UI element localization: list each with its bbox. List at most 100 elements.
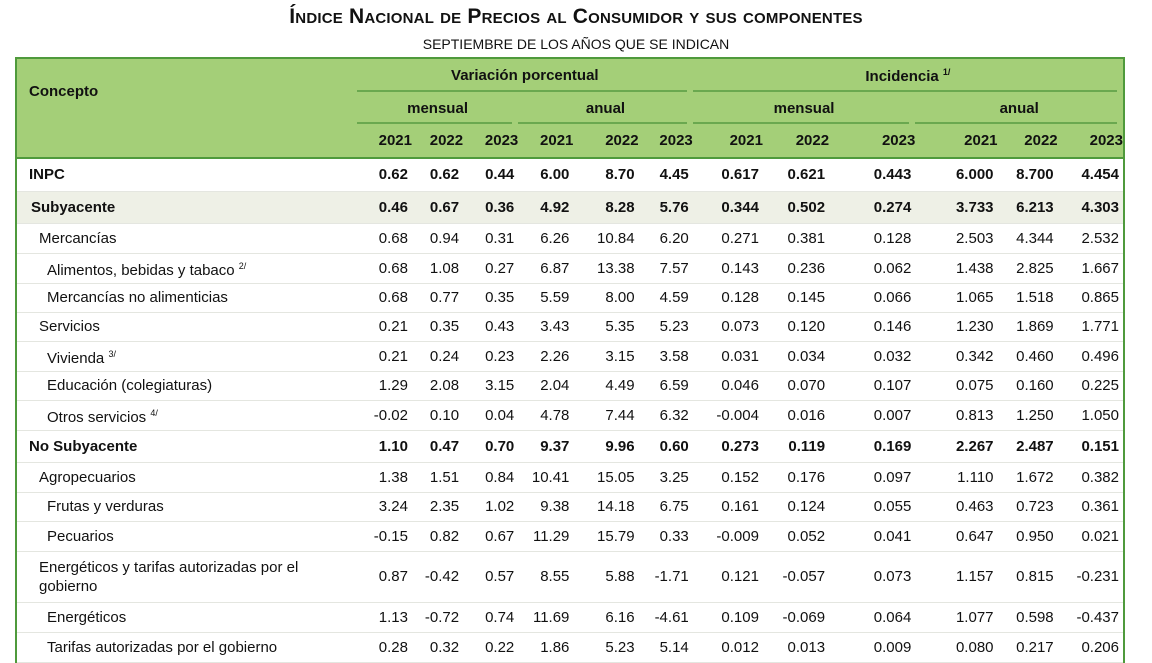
value-cell: -0.069 [762,602,830,633]
year-header: 2023 [1089,132,1123,149]
row-label-text: No Subyacente [29,437,138,455]
value-cell: 1.29 [356,371,412,401]
row-label-text: Energéticos [47,608,127,626]
value-cell: 0.950 [997,521,1058,552]
value-cell: 0.120 [762,312,830,342]
table-row: Mercancías 0.68 0.94 0.31 6.26 10.84 6.20 0.271… [16,223,1124,254]
value-cell: 0.598 [997,602,1058,633]
table-row: Tarifas autorizadas por el gobierno 0.28 0… [16,632,1124,663]
row-label-text: Tarifas autorizadas por el gobierno [47,638,278,656]
value-cell: 6.87 [518,253,574,284]
concept-header: Concepto [29,83,99,100]
value-cell: 0.496 [1057,341,1124,372]
value-cell: 5.14 [638,632,693,663]
value-cell: 0.46 [356,191,412,224]
value-cell: 0.463 [915,492,998,522]
value-cell: 3.58 [638,341,693,372]
value-cell: 0.21 [356,312,412,342]
value-cell: 0.012 [692,632,763,663]
value-cell: -0.15 [356,521,412,552]
page-title: Índice Nacional de Precios al Consumidor… [289,5,863,28]
anual-label: anual [585,99,626,117]
value-cell: 0.119 [762,430,830,463]
row-label: Frutas y verduras [16,492,357,522]
value-cell: 0.67 [412,191,464,224]
row-label: Vivienda 3/ [16,341,357,372]
year-header-row: 2021 2022 2023 2021 2022 2023 2021 2022 2023 2021… [16,124,1124,158]
value-cell: 0.145 [762,283,830,313]
value-cell: 0.43 [463,312,519,342]
value-cell: 4.49 [573,371,639,401]
value-cell: 0.502 [762,191,830,224]
value-cell: 1.672 [997,462,1058,493]
value-cell: 6.16 [573,602,639,633]
value-cell: 0.47 [412,430,464,463]
value-cell: 11.29 [518,521,574,552]
row-label-text: Mercancías no alimenticias [47,289,228,306]
value-cell: 1.250 [997,400,1058,431]
value-cell: 0.382 [1057,462,1124,493]
value-cell: 2.35 [412,492,464,522]
value-cell: -0.437 [1057,602,1124,633]
table-row: Pecuarios -0.15 0.82 0.67 11.29 15.79 0.33 -0.0… [16,521,1124,552]
value-cell: 3.15 [573,341,639,372]
value-cell: 0.009 [829,632,916,663]
value-cell: -0.02 [356,400,412,431]
row-label-text: Vivienda [47,349,105,367]
value-cell: 4.303 [1057,191,1124,224]
value-cell: 0.723 [997,492,1058,522]
value-cell: 0.016 [762,400,830,431]
row-label: Pecuarios [16,521,357,552]
value-cell: 5.23 [573,632,639,663]
row-label-text: Frutas y verduras [47,498,164,515]
value-cell: 1.157 [915,551,998,603]
value-cell: 0.041 [829,521,916,552]
incidencia-header: Incidencia 1/ [692,58,1124,92]
value-cell: 15.79 [573,521,639,552]
year-header: 2022 [429,132,464,149]
value-cell: 0.77 [412,283,464,313]
value-cell: 0.176 [762,462,830,493]
value-cell: 0.57 [463,551,519,603]
value-cell: 0.44 [463,158,519,192]
table-row: No Subyacente 1.10 0.47 0.70 9.37 9.96 0.60 0.2… [16,430,1124,463]
year-header: 2023 [484,132,519,149]
value-cell: 1.38 [356,462,412,493]
value-cell: 2.503 [915,223,998,254]
value-cell: 3.24 [356,492,412,522]
inpc-table: Concepto Variación porcentual Incidencia… [15,57,1125,663]
value-cell: 0.236 [762,253,830,284]
value-cell: 0.007 [829,400,916,431]
value-cell: 0.032 [829,341,916,372]
value-cell: 0.87 [356,551,412,603]
value-cell: 5.35 [573,312,639,342]
value-cell: 7.57 [638,253,693,284]
value-cell: 0.206 [1057,632,1124,663]
value-cell: 0.62 [412,158,464,192]
value-cell: 0.617 [692,158,763,192]
value-cell: 5.76 [638,191,693,224]
value-cell: 0.143 [692,253,763,284]
value-cell: 0.046 [692,371,763,401]
value-cell: 8.700 [997,158,1058,192]
value-cell: 10.41 [518,462,574,493]
row-label-text: Educación (colegiaturas) [47,377,213,394]
value-cell: 0.151 [1057,430,1124,463]
value-cell: 0.066 [829,283,916,313]
value-cell: 0.274 [829,191,916,224]
value-cell: -0.057 [762,551,830,603]
value-cell: 0.062 [829,253,916,284]
value-cell: -0.009 [692,521,763,552]
value-cell: 6.000 [915,158,998,192]
value-cell: 2.825 [997,253,1058,284]
value-cell: 0.865 [1057,283,1124,313]
value-cell: 0.10 [412,400,464,431]
inc-mensual-header: mensual [692,92,916,124]
year-header: 2022 [795,132,830,149]
value-cell: 0.647 [915,521,998,552]
year-header: 2021 [964,132,998,149]
value-cell: 3.43 [518,312,574,342]
value-cell: 0.35 [463,283,519,313]
value-cell: 0.815 [997,551,1058,603]
value-cell: 0.361 [1057,492,1124,522]
